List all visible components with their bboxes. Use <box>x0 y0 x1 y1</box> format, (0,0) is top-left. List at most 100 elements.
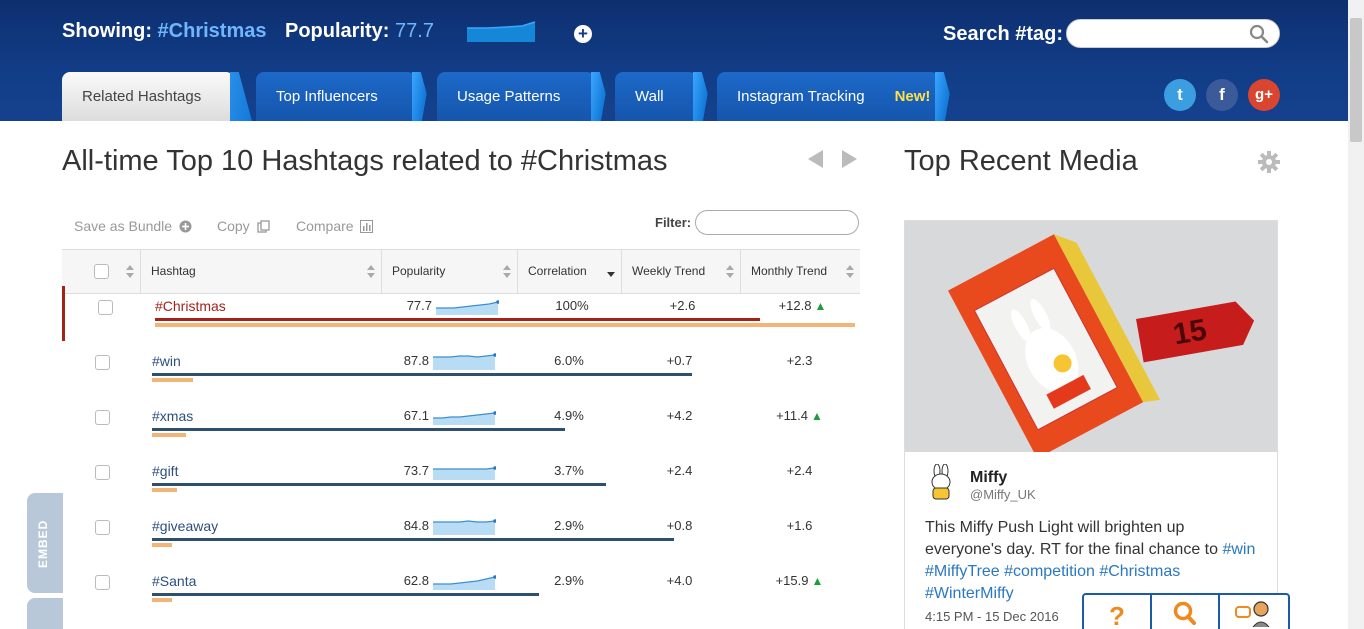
scrollbar-thumb[interactable] <box>1350 18 1362 142</box>
miffy-lamp-photo: 15 <box>905 221 1277 452</box>
gear-icon[interactable] <box>1258 151 1280 173</box>
popularity-sparkline <box>433 575 496 590</box>
sort-icon[interactable] <box>126 265 134 278</box>
miffy-avatar[interactable] <box>925 464 957 500</box>
search-label: Search #tag: <box>943 23 1064 45</box>
magnifier-icon <box>1173 601 1196 625</box>
correlation-bar <box>152 483 606 486</box>
popularity-bar <box>152 488 177 492</box>
select-all-checkbox[interactable] <box>94 264 109 279</box>
tab-instagram-tracking[interactable]: Instagram Tracking New! <box>717 72 939 121</box>
prev-arrow-icon[interactable] <box>808 150 823 168</box>
showing-label: Showing: #Christmas <box>62 20 267 42</box>
media-photo[interactable]: 15 <box>905 221 1277 452</box>
media-card[interactable]: 15 Miffy @Miffy_UK This Miffy Push Light… <box>904 220 1278 629</box>
column-hashtag[interactable]: Hashtag <box>141 250 382 293</box>
hashtag-link[interactable]: #competition <box>1004 563 1095 580</box>
monthly-trend-value: +2.3 <box>786 353 813 368</box>
monthly-trend-cell: +1.6 <box>752 518 847 533</box>
weekly-trend-value: +4.0 <box>666 573 693 588</box>
plus-circle-icon[interactable]: + <box>574 25 592 43</box>
filter-input[interactable] <box>695 210 859 235</box>
popularity-value: 87.8 <box>403 353 429 368</box>
embed-side-tab[interactable] <box>27 493 63 593</box>
monthly-trend-value: +2.4 <box>786 463 813 478</box>
popularity-sparkline <box>433 411 496 425</box>
hashtag-link[interactable]: #WinterMiffy <box>925 585 1014 602</box>
search-help-button[interactable] <box>1152 595 1220 629</box>
table-row[interactable]: #xmas 67.1 4.9% +4.2 +11.4 ▲ <box>62 396 860 451</box>
user-name[interactable]: Miffy <box>970 469 1008 486</box>
column-correlation[interactable]: Correlation <box>518 250 622 293</box>
popularity-sparkline <box>433 519 496 535</box>
compare-button[interactable]: Compare <box>296 218 374 234</box>
chat-button[interactable] <box>1220 595 1288 629</box>
twitter-icon[interactable]: t <box>1164 79 1196 111</box>
hashtag-link[interactable]: #gift <box>152 463 179 479</box>
save-as-bundle-button[interactable]: Save as Bundle <box>74 218 192 234</box>
correlation-value: 4.9% <box>554 408 584 423</box>
hashtag-link[interactable]: #Christmas <box>1099 563 1181 580</box>
monthly-trend-cell: +15.9 ▲ <box>752 573 847 588</box>
table-row[interactable]: #Christmas 77.7 100% +2.6 +12.8 ▲ <box>62 286 860 341</box>
row-checkbox[interactable] <box>95 465 110 480</box>
correlation-bar <box>152 593 539 596</box>
table-row[interactable]: #Santa 62.8 2.9% +4.0 +15.9 ▲ <box>62 561 860 616</box>
trend-up-icon: ▲ <box>811 574 824 588</box>
hashtag-link[interactable]: #win <box>1222 541 1256 558</box>
tab-usage-patterns[interactable]: Usage Patterns <box>437 72 595 121</box>
tab-top-influencers[interactable]: Top Influencers <box>256 72 416 121</box>
correlation-value: 3.7% <box>554 463 584 478</box>
google-plus-icon[interactable]: g+ <box>1248 79 1280 111</box>
new-badge: New! <box>894 88 931 105</box>
row-checkbox[interactable] <box>95 575 110 590</box>
hashtag-link[interactable]: #MiffyTree <box>925 563 1000 580</box>
facebook-icon[interactable]: f <box>1206 79 1238 111</box>
svg-text:?: ? <box>1109 601 1125 629</box>
svg-text:15: 15 <box>1171 313 1210 351</box>
table-row[interactable]: #win 87.8 6.0% +0.7 +2.3 <box>62 341 860 396</box>
user-handle[interactable]: @Miffy_UK <box>970 487 1036 502</box>
row-checkbox[interactable] <box>95 520 110 535</box>
table-row[interactable]: #gift 73.7 3.7% +2.4 +2.4 <box>62 451 860 506</box>
hashtag-link[interactable]: #Christmas <box>155 298 226 314</box>
popularity-value: 73.7 <box>403 463 429 478</box>
side-tab[interactable] <box>27 598 63 629</box>
weekly-trend-value: +4.2 <box>666 408 693 423</box>
hashtag-link[interactable]: #xmas <box>152 408 194 424</box>
sort-icon <box>367 265 375 278</box>
tab-wall[interactable]: Wall <box>615 72 697 121</box>
popularity-bar <box>152 433 186 437</box>
weekly-trend-value: +0.8 <box>666 518 693 533</box>
page-scrollbar[interactable] <box>1348 0 1364 629</box>
column-weekly-trend[interactable]: Weekly Trend <box>622 250 741 293</box>
monthly-trend-cell: +12.8 ▲ <box>755 298 850 313</box>
row-checkbox[interactable] <box>98 300 113 315</box>
top-header: Showing: #Christmas Popularity: 77.7 + S… <box>0 0 1348 121</box>
correlation-bar <box>155 318 760 321</box>
sort-icon <box>726 265 734 278</box>
weekly-trend-value: +0.7 <box>666 353 693 368</box>
hashtag-link[interactable]: #win <box>152 353 181 369</box>
column-monthly-trend[interactable]: Monthly Trend <box>741 250 860 293</box>
correlation-bar <box>152 538 674 541</box>
next-arrow-icon[interactable] <box>842 150 857 168</box>
help-button[interactable]: ? <box>1084 595 1152 629</box>
page-title: All-time Top 10 Hashtags related to #Chr… <box>62 145 668 177</box>
column-popularity[interactable]: Popularity <box>382 250 518 293</box>
table-row[interactable]: #giveaway 84.8 2.9% +0.8 +1.6 <box>62 506 860 561</box>
hashtag-link[interactable]: #giveaway <box>152 518 219 534</box>
hashtag-link[interactable]: #Santa <box>152 573 197 589</box>
popularity-value: 62.8 <box>403 573 429 588</box>
popularity-sparkline <box>436 300 499 315</box>
table-header: Hashtag Popularity Correlation Weekly Tr… <box>62 249 860 294</box>
tab-related-hashtags[interactable]: Related Hashtags <box>62 72 234 121</box>
popularity-value: 84.8 <box>403 518 429 533</box>
search-input[interactable] <box>1079 20 1249 47</box>
row-checkbox[interactable] <box>95 355 110 370</box>
row-checkbox[interactable] <box>95 410 110 425</box>
filter-label: Filter: <box>655 215 692 230</box>
search-icon[interactable] <box>1249 24 1269 44</box>
monthly-trend-value: +12.8 <box>778 298 812 313</box>
copy-button[interactable]: Copy <box>217 218 270 234</box>
